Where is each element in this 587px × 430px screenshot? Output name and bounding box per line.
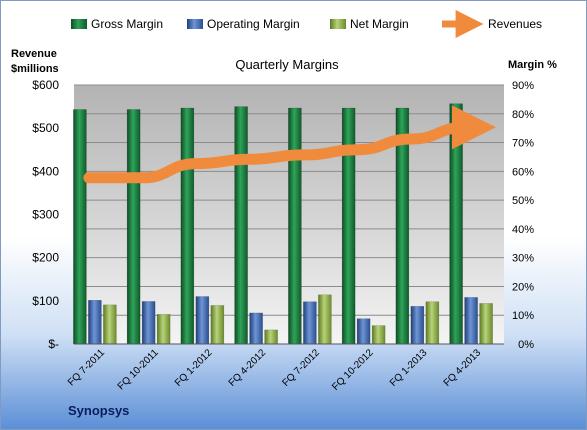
category-label: FQ 1-2012 <box>173 347 215 389</box>
gross-margin-bar <box>180 107 195 345</box>
operating-margin-bar <box>195 296 210 345</box>
right-tick-label: 40% <box>512 224 534 236</box>
right-tick-label: 90% <box>512 80 534 92</box>
left-tick-label: $- <box>48 337 59 351</box>
category-label: FQ 7-2011 <box>66 347 107 388</box>
bars <box>73 103 493 345</box>
revenue-line <box>83 105 496 184</box>
left-tick-label: $500 <box>32 121 59 135</box>
net-margin-bar <box>371 325 386 345</box>
category-label: FQ 10-2012 <box>330 347 376 393</box>
net-margin-bar <box>425 301 440 345</box>
gross-margin-bar <box>234 106 248 345</box>
operating-margin-bar <box>88 300 102 345</box>
chart-title: Quarterly Margins <box>235 57 339 72</box>
net-margin-bar <box>264 329 278 345</box>
right-tick-label: 0% <box>518 339 534 351</box>
operating-margin-bar <box>249 312 263 345</box>
right-tick-label: 60% <box>512 166 534 178</box>
gross-margin-bar <box>73 109 87 345</box>
left-axis-label-line1: Revenue <box>11 48 57 60</box>
right-tick-label: 10% <box>512 310 534 322</box>
category-label: FQ 10-2011 <box>116 347 161 392</box>
gross-margin-bar <box>288 107 302 345</box>
company-label: Synopsys <box>68 403 130 418</box>
category-label: FQ 7-2012 <box>280 347 322 389</box>
net-margin-bar <box>210 305 225 345</box>
legend-swatch-operating-margin <box>187 19 203 29</box>
left-tick-label: $200 <box>32 251 59 265</box>
legend-label-net-margin: Net Margin <box>350 17 409 31</box>
right-tick-label: 80% <box>512 109 534 121</box>
net-margin-bar <box>318 294 332 345</box>
category-label: FQ 4-2012 <box>227 347 269 389</box>
legend-label-revenues: Revenues <box>488 17 542 31</box>
net-margin-bar <box>156 314 171 345</box>
right-tick-label: 70% <box>512 138 534 150</box>
left-tick-label: $600 <box>32 78 59 92</box>
category-label: FQ 4-2013 <box>442 347 484 389</box>
operating-margin-bar <box>356 318 371 345</box>
legend-label-operating-margin: Operating Margin <box>207 17 300 31</box>
legend-swatch-net-margin <box>330 19 346 29</box>
left-tick-label: $100 <box>32 294 59 308</box>
left-axis-ticks: $- $100 $200 $300 $400 $500 $600 <box>32 78 59 351</box>
left-axis-label-line2: $millions <box>11 63 59 75</box>
right-axis-ticks: 0% 10% 20% 30% 40% 50% 60% 70% 80% 90% <box>512 80 534 351</box>
category-labels: FQ 7-2011 FQ 10-2011 FQ 1-2012 FQ 4-2012 FQ … <box>66 347 484 393</box>
gross-margin-bar <box>126 109 141 345</box>
operating-margin-bar <box>141 301 156 345</box>
operating-margin-bar <box>410 306 425 345</box>
right-axis-label: Margin % <box>508 59 557 71</box>
right-tick-label: 30% <box>512 253 534 265</box>
revenue-line-path <box>83 105 496 184</box>
legend-swatch-gross-margin <box>71 19 87 29</box>
category-label: FQ 1-2013 <box>388 347 430 389</box>
net-margin-bar <box>479 303 493 345</box>
net-margin-bar <box>103 304 117 345</box>
operating-margin-bar <box>303 301 317 345</box>
gross-margin-bar <box>341 107 356 345</box>
legend: Gross Margin Operating Margin Net Margin… <box>71 10 542 38</box>
right-tick-label: 50% <box>512 195 534 207</box>
legend-label-gross-margin: Gross Margin <box>91 17 163 31</box>
left-tick-label: $400 <box>32 164 59 178</box>
gross-margin-bar <box>449 103 463 345</box>
operating-margin-bar <box>464 297 478 345</box>
left-tick-label: $300 <box>32 208 59 222</box>
right-tick-label: 20% <box>512 281 534 293</box>
